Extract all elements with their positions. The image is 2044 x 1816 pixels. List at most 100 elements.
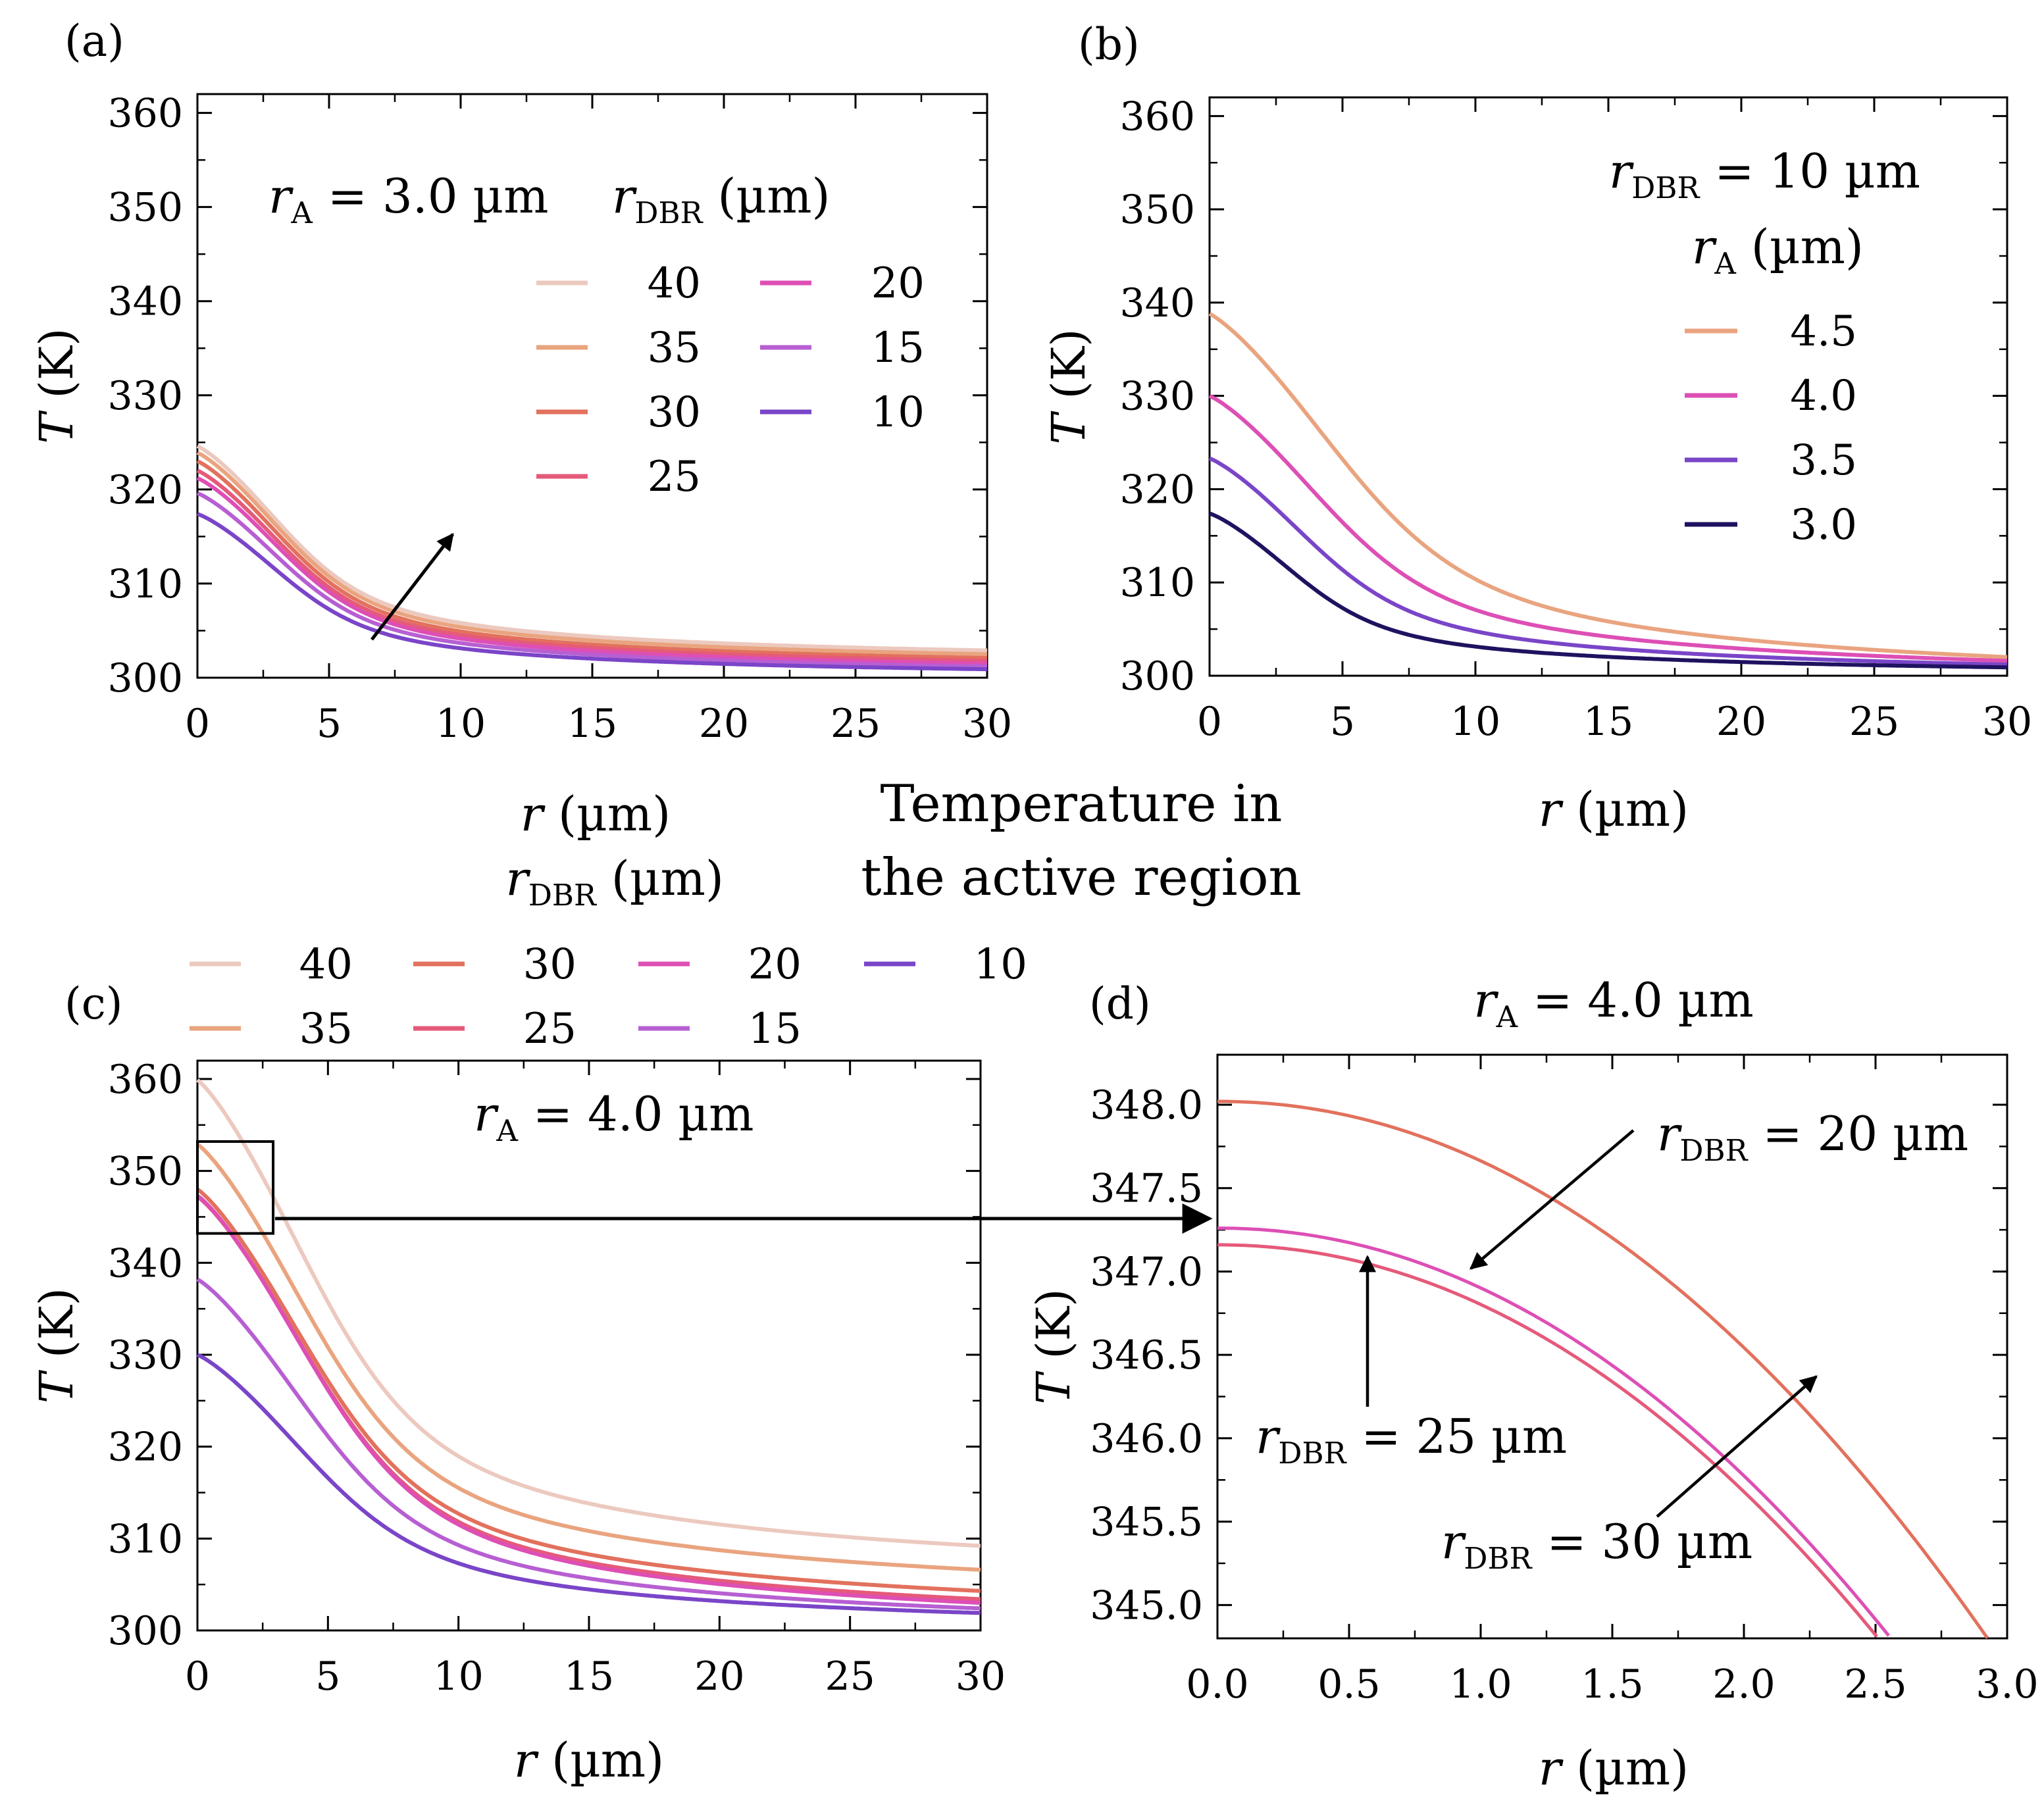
series-line-a-35: [196, 451, 987, 657]
y-tick-label: 320: [107, 1425, 183, 1471]
x-tick-label: 25: [825, 1653, 875, 1700]
y-tick-label: 330: [1119, 374, 1195, 420]
series-line-a-15: [196, 491, 987, 668]
x-tick-label: 30: [956, 1653, 1006, 1700]
panel-label-a: (a): [64, 16, 124, 66]
y-tick-label: 347.0: [1090, 1249, 1203, 1295]
legend-title-c: rDBR (µm): [505, 851, 724, 913]
x-tick-label: 0.0: [1186, 1661, 1248, 1707]
panel-label-c: (c): [64, 978, 122, 1029]
series-line-a-10: [196, 512, 987, 672]
x-tick-label: 20: [694, 1653, 744, 1700]
callout-arrow-30: [1656, 1375, 1818, 1518]
legend-title-a: rDBR (µm): [612, 168, 830, 230]
series-line-c-40: [196, 1078, 981, 1548]
legend-label-c: 15: [748, 1005, 802, 1053]
y-axis-label-c: T (K): [30, 1288, 84, 1403]
legend-title-b: rA (µm): [1692, 219, 1864, 281]
series-line-c-35: [196, 1142, 981, 1572]
callout-arrow-20: [1469, 1129, 1635, 1270]
y-tick-label: 360: [107, 1057, 183, 1103]
y-tick-label: 345.5: [1090, 1500, 1203, 1546]
y-axis-label-d: T (K): [1027, 1289, 1081, 1405]
legend-label-c: 30: [523, 940, 576, 989]
y-tick-label: 340: [107, 1240, 183, 1286]
y-axis-label-b: T (K): [1042, 329, 1096, 445]
legend-label-b: 4.0: [1790, 372, 1857, 420]
callout-30: rDBR = 30 µm: [1441, 1514, 1752, 1576]
legend-label-c: 10: [974, 940, 1027, 989]
legend-label-a: 35: [648, 324, 701, 372]
y-tick-label: 350: [107, 185, 183, 231]
series-line-a-20: [196, 476, 987, 666]
series-line-a-30: [196, 459, 988, 660]
x-tick-label: 5: [1330, 699, 1355, 745]
x-tick-label: 3.0: [1976, 1661, 2038, 1707]
y-tick-label: 330: [107, 1332, 183, 1378]
y-tick-label: 340: [1119, 280, 1195, 326]
panel-b: 0 5 10 15 20 25 30 300 310 320 330 340 350 360 (b) T (K…: [1042, 19, 2032, 837]
panel-c: 0 5 10 15 20 25 30 300 310 320 330 340 350 360 (c) T (K…: [30, 851, 1027, 1788]
y-tick-label: 348.0: [1090, 1082, 1203, 1128]
y-tick-label: 300: [107, 655, 183, 701]
x-tick-label: 10: [1450, 699, 1500, 745]
x-axis-label-c: r (µm): [514, 1732, 665, 1788]
x-tick-label: 15: [1583, 699, 1633, 745]
series-line-d-30: [1217, 1099, 1989, 1640]
y-tick-label: 360: [107, 91, 183, 137]
x-tick-label: 15: [567, 701, 617, 747]
y-tick-label: 360: [1119, 93, 1195, 139]
x-axis-label-a: r (µm): [521, 786, 671, 842]
zoom-box: [196, 1140, 275, 1235]
x-tick-label: 0: [185, 701, 210, 747]
x-axis-label-b: r (µm): [1539, 782, 1689, 837]
legend-label-c: 35: [299, 1005, 353, 1053]
x-tick-label: 25: [1849, 699, 1899, 745]
annotation-a: rA = 3.0 µm: [268, 168, 548, 230]
x-tick-label: 10: [433, 1653, 483, 1700]
y-tick-label: 320: [107, 467, 183, 513]
panel-d: 0.0 0.5 1.0 1.5 2.0 2.5 3.0 345.0 345.5 346.0 346.…: [1027, 972, 2039, 1796]
y-tick-label: 346.0: [1090, 1416, 1203, 1462]
y-tick-label: 310: [1119, 560, 1195, 606]
series-line-b-3.5: [1208, 456, 2008, 667]
series-line-c-20: [196, 1194, 981, 1605]
legend-label-a: 20: [871, 259, 925, 308]
x-tick-label: 25: [830, 701, 881, 747]
x-tick-label: 30: [962, 701, 1012, 747]
series-line-a-25: [196, 468, 987, 663]
figure-title-line-2: the active region: [861, 848, 1302, 907]
x-tick-label: 30: [1982, 699, 2032, 745]
legend-label-a: 40: [648, 259, 701, 308]
series-line-d-20: [1217, 1226, 1890, 1637]
x-tick-label: 0: [185, 1653, 210, 1700]
y-tick-label: 320: [1119, 467, 1195, 513]
x-tick-label: 5: [315, 1653, 340, 1700]
legend-label-a: 25: [648, 453, 701, 501]
y-tick-label: 330: [107, 373, 183, 419]
series-line-c-15: [196, 1277, 981, 1611]
series-line-b-4.5: [1208, 312, 2008, 659]
legend-label-c: 20: [748, 940, 802, 989]
y-tick-label: 300: [1119, 653, 1195, 699]
series-line-a-40: [196, 444, 988, 653]
y-tick-label: 350: [1119, 187, 1195, 233]
x-tick-label: 20: [699, 701, 749, 747]
series-line-b-4.0: [1208, 393, 2008, 663]
panel-label-b: (b): [1078, 19, 1140, 70]
y-tick-label: 310: [107, 561, 183, 607]
panel-a: 0 5 10 15 20 25 30 300 310 320 330 340 350 360 (a) T (K…: [30, 16, 1012, 842]
series-line-d-25: [1217, 1243, 1878, 1638]
annotation-c: rA = 4.0 µm: [474, 1086, 754, 1148]
x-tick-label: 0.5: [1317, 1661, 1380, 1707]
legend-label-b: 3.5: [1790, 436, 1857, 485]
series-line-c-10: [196, 1353, 981, 1615]
y-tick-label: 346.5: [1090, 1332, 1203, 1378]
legend-label-a: 30: [648, 388, 701, 437]
y-tick-label: 345.0: [1090, 1582, 1203, 1628]
y-tick-label: 310: [107, 1516, 183, 1562]
title-d: rA = 4.0 µm: [1473, 972, 1753, 1034]
increase-arrow-a: [370, 532, 454, 641]
legend-label-c: 40: [299, 940, 353, 989]
